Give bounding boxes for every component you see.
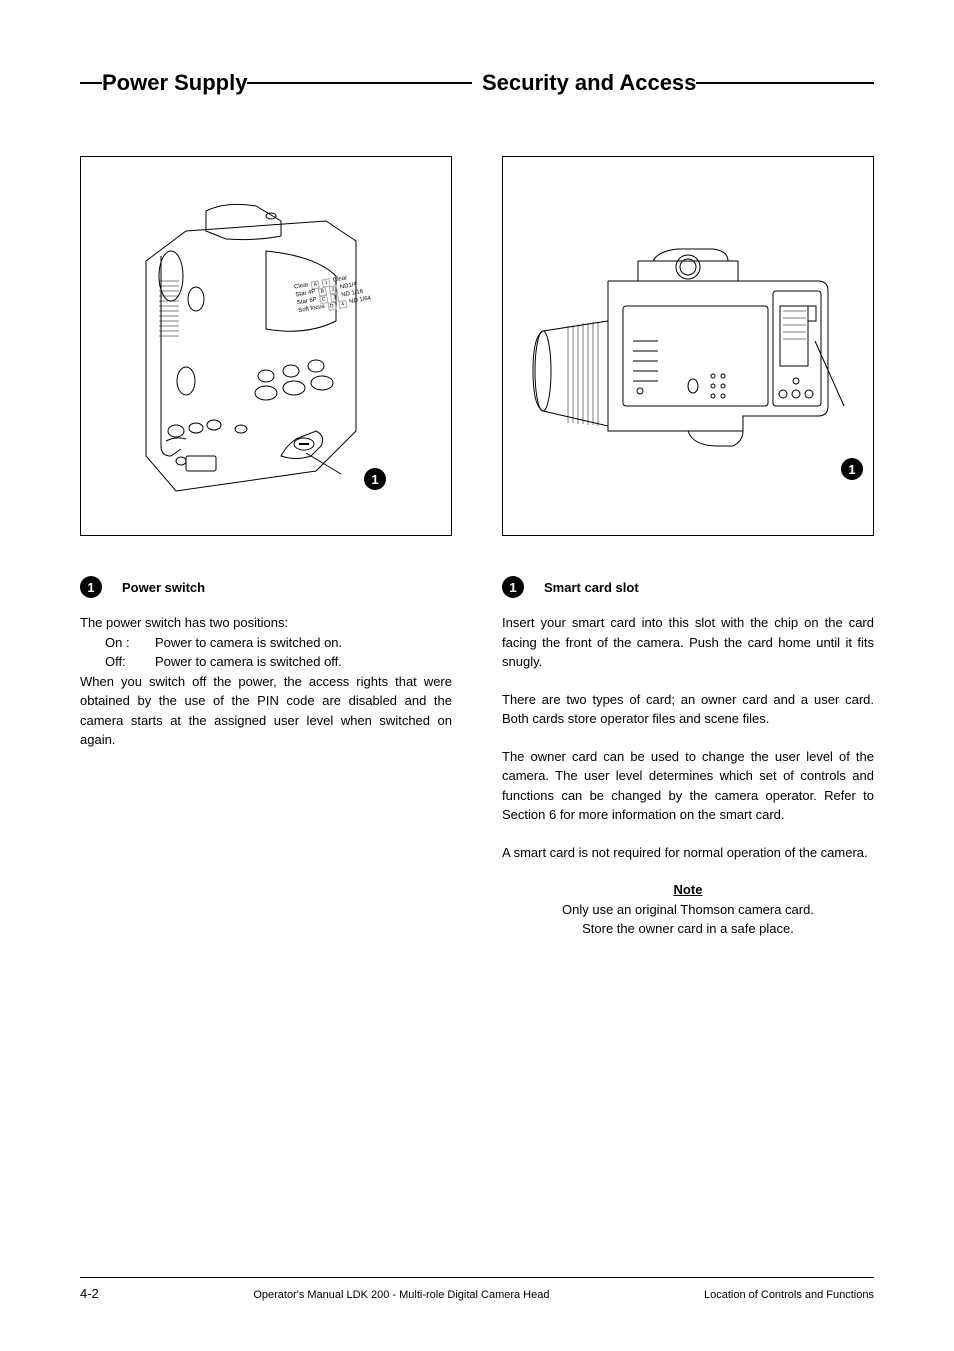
note-block: Note Only use an original Thomson camera… — [502, 880, 874, 939]
smartcard-p1: Insert your smart card into this slot wi… — [502, 613, 874, 672]
header-line — [696, 82, 874, 84]
callout-number-icon: 1 — [502, 576, 524, 598]
smartcard-p2: There are two types of card; an owner ca… — [502, 690, 874, 729]
camera-bottom-illustration — [126, 181, 406, 511]
header-line — [80, 82, 102, 84]
power-intro: The power switch has two positions: — [80, 613, 452, 633]
switch-positions: On : Power to camera is switched on. Off… — [105, 633, 452, 672]
switch-on-desc: Power to camera is switched on. — [155, 633, 342, 653]
note-line-1: Only use an original Thomson camera card… — [502, 900, 874, 920]
switch-off-label: Off: — [105, 652, 155, 672]
header-row: Power Supply Security and Access — [80, 70, 874, 96]
content-row: Clear A 1 Clear Star 4P B 2 ND1/4 Star 6… — [80, 156, 874, 939]
note-line-2: Store the owner card in a safe place. — [502, 919, 874, 939]
page-number: 4-2 — [80, 1286, 99, 1301]
note-title: Note — [502, 880, 874, 900]
page-footer: 4-2 Operator's Manual LDK 200 - Multi-ro… — [80, 1277, 874, 1301]
switch-row: Off: Power to camera is switched off. — [105, 652, 452, 672]
callout-title: Smart card slot — [544, 580, 639, 595]
callout-num: 1 — [848, 462, 855, 477]
smart-card-diagram: 1 — [502, 156, 874, 536]
header-left-section: Power Supply — [80, 70, 502, 96]
smartcard-p4: A smart card is not required for normal … — [502, 843, 874, 863]
footer-section: Location of Controls and Functions — [704, 1289, 874, 1301]
callout-num-text: 1 — [87, 580, 94, 595]
left-column: Clear A 1 Clear Star 4P B 2 ND1/4 Star 6… — [80, 156, 452, 939]
right-column: 1 1 Smart card slot Insert your smart ca… — [502, 156, 874, 939]
callout-label: 1 Smart card slot — [502, 576, 874, 598]
camera-side-illustration — [518, 231, 858, 461]
switch-row: On : Power to camera is switched on. — [105, 633, 452, 653]
callout-title: Power switch — [122, 580, 205, 595]
callout-num: 1 — [371, 472, 378, 487]
smartcard-p3: The owner card can be used to change the… — [502, 747, 874, 825]
callout-number-icon: 1 — [80, 576, 102, 598]
callout-label: 1 Power switch — [80, 576, 452, 598]
footer-doc-title: Operator's Manual LDK 200 - Multi-role D… — [99, 1289, 704, 1301]
filter-num: D — [327, 302, 336, 311]
callout-num-text: 1 — [509, 580, 516, 595]
header-line — [247, 82, 472, 84]
switch-off-desc: Power to camera is switched off. — [155, 652, 342, 672]
callout-marker-1: 1 — [364, 468, 386, 490]
header-title-right: Security and Access — [482, 70, 696, 96]
power-body: When you switch off the power, the acces… — [80, 672, 452, 750]
power-switch-diagram: Clear A 1 Clear Star 4P B 2 ND1/4 Star 6… — [80, 156, 452, 536]
callout-marker-1: 1 — [841, 458, 863, 480]
header-title-left: Power Supply — [102, 70, 247, 96]
filter-num: 4 — [338, 300, 347, 309]
switch-on-label: On : — [105, 633, 155, 653]
header-right-section: Security and Access — [482, 70, 874, 96]
